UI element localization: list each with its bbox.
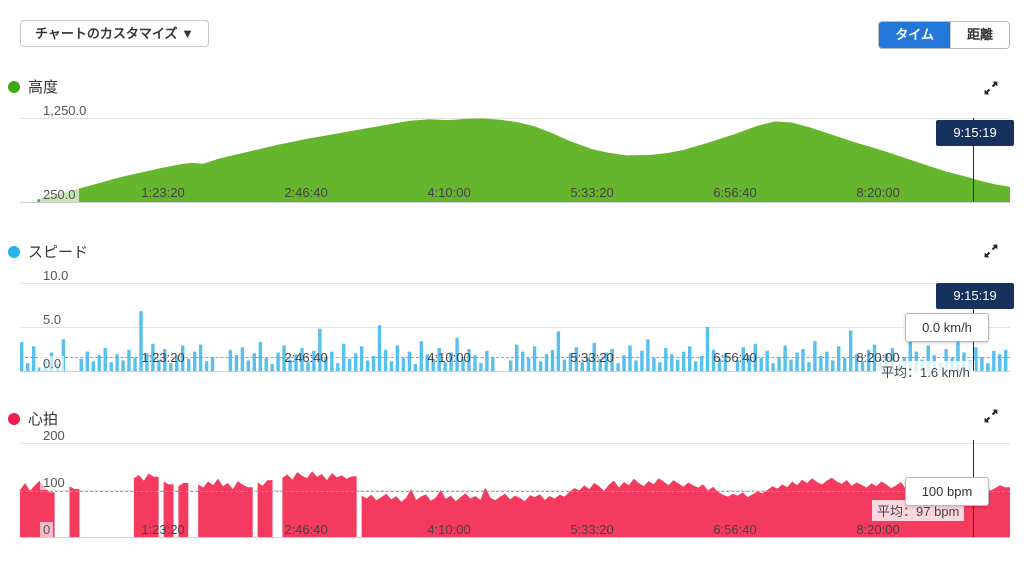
- x-axis-tick-label: 6:56:40: [713, 350, 757, 365]
- x-axis-tick-label: 2:46:40: [284, 350, 328, 365]
- heart-rate-average-line: [20, 491, 1010, 492]
- x-axis-tick-label: 1:23:20: [141, 522, 185, 537]
- heart-rate-legend-dot-icon: [8, 412, 20, 425]
- altitude-cursor-time-tooltip: 9:15:19: [936, 120, 1014, 146]
- x-axis-tick-label: 2:46:40: [284, 185, 328, 200]
- heart-rate-area-series: [20, 471, 1010, 537]
- heart-rate-ymin-label: 0: [40, 522, 54, 537]
- x-axis-tick-label: 6:56:40: [713, 522, 757, 537]
- x-axis-tick-label: 2:46:40: [284, 522, 328, 537]
- speed-ymin-label: 0.0: [40, 356, 65, 371]
- x-axis-tick-label: 8:20:00: [856, 350, 900, 365]
- speed-cursor-time-tooltip: 9:15:19: [936, 283, 1014, 309]
- speed-value-tooltip: 0.0 km/h: [905, 313, 989, 342]
- heart-rate-x-axis: 1:23:20 2:46:40 4:10:00 5:33:20 6:56:40 8:20:…: [20, 522, 1010, 538]
- x-axis-tick-label: 1:23:20: [141, 350, 185, 365]
- x-axis-tick-label: 6:56:40: [713, 185, 757, 200]
- altitude-legend: 高度: [8, 76, 58, 97]
- speed-gridline-10: [20, 283, 1010, 284]
- x-axis-tick-label: 5:33:20: [570, 522, 614, 537]
- altitude-baseline: [20, 202, 1010, 203]
- speed-legend: スピード: [8, 241, 88, 262]
- speed-title: スピード: [28, 244, 89, 261]
- heart-rate-gridline-200: [20, 443, 1010, 444]
- heart-rate-legend: 心拍: [8, 408, 58, 429]
- heart-rate-expand-icon[interactable]: [983, 408, 999, 424]
- altitude-ymax-label: 1,250.0: [40, 103, 90, 118]
- heart-rate-title: 心拍: [28, 411, 59, 428]
- speed-x-axis: 1:23:20 2:46:40 4:10:00 5:33:20 6:56:40 8:20:…: [20, 350, 1010, 366]
- speed-legend-dot-icon: [8, 245, 20, 258]
- altitude-legend-dot-icon: [8, 80, 20, 93]
- heart-rate-value-tooltip: 100 bpm: [905, 477, 989, 506]
- speed-gridline-5: [20, 327, 1010, 328]
- heart-rate-baseline: [20, 537, 1010, 538]
- altitude-plot-area[interactable]: [20, 118, 1010, 203]
- toggle-distance-button[interactable]: 距離: [949, 22, 1009, 48]
- altitude-area-series: [37, 118, 1010, 202]
- altitude-x-axis: 1:23:20 2:46:40 4:10:00 5:33:20 6:56:40 8:20:…: [20, 185, 1010, 201]
- x-axis-tick-label: 4:10:00: [427, 185, 471, 200]
- heart-rate-plot-area[interactable]: [20, 443, 1010, 538]
- x-axis-tick-label: 8:20:00: [856, 185, 900, 200]
- altitude-expand-icon[interactable]: [983, 80, 999, 96]
- x-axis-tick-label: 8:20:00: [856, 522, 900, 537]
- heart-rate-gridline-100: [20, 490, 1010, 491]
- speed-expand-icon[interactable]: [983, 243, 999, 259]
- speed-ymid-label: 5.0: [40, 312, 65, 327]
- toggle-time-button[interactable]: タイム: [879, 22, 950, 48]
- x-axis-tick-label: 4:10:00: [427, 350, 471, 365]
- x-axis-tick-label: 5:33:20: [570, 350, 614, 365]
- heart-rate-ymid-label: 100: [40, 475, 68, 490]
- speed-ymax-label: 10.0: [40, 268, 72, 283]
- altitude-cursor-line: [973, 118, 974, 202]
- heart-rate-ymax-label: 200: [40, 428, 68, 443]
- speed-average-line: [20, 357, 1010, 358]
- x-axis-tick-label: 1:23:20: [141, 185, 185, 200]
- altitude-title: 高度: [28, 79, 59, 96]
- speed-baseline: [20, 371, 1010, 372]
- x-axis-tick-label: 5:33:20: [570, 185, 614, 200]
- x-axis-tick-label: 4:10:00: [427, 522, 471, 537]
- customize-chart-button[interactable]: チャートのカスタマイズ ▼: [20, 20, 209, 47]
- altitude-top-gridline: [20, 118, 1010, 119]
- speed-average-label: 平均：1.6 km/h: [876, 361, 975, 382]
- time-distance-toggle: タイム 距離: [878, 21, 1010, 49]
- altitude-ymin-label: 250.0: [40, 187, 79, 202]
